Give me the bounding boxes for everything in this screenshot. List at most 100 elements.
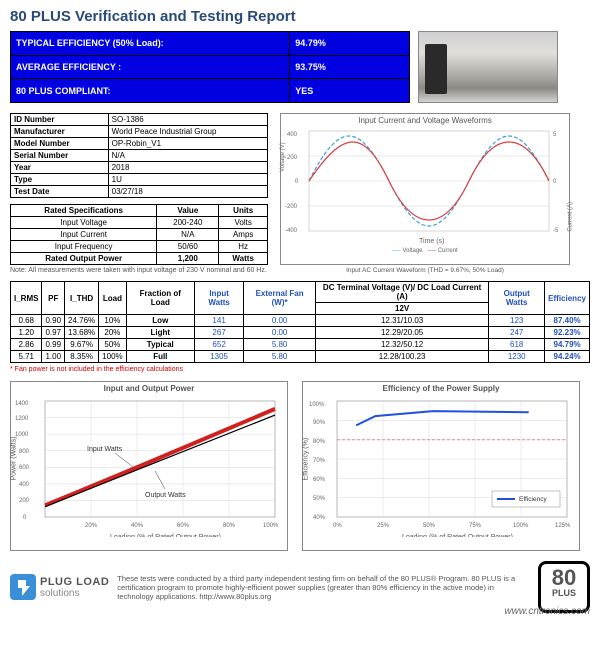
svg-text:60%: 60% (313, 477, 326, 483)
id-v: 2018 (108, 162, 267, 174)
waveform-legend: ── Voltage ── Current (281, 248, 569, 256)
svg-text:-200: -200 (285, 204, 298, 210)
id-k: Serial Number (11, 150, 109, 162)
main-cell: 123 (489, 315, 545, 327)
svg-text:0: 0 (23, 515, 27, 521)
main-cell: 94.79% (545, 339, 590, 351)
spec-c: Amps (219, 229, 268, 241)
watermark: www.cntronics.com (504, 606, 590, 617)
svg-text:200: 200 (19, 498, 30, 504)
svg-text:125%: 125% (555, 523, 571, 529)
waveform-chart: Input Current and Voltage Waveforms 400 … (280, 113, 570, 265)
psu-photo (418, 31, 558, 103)
main-cell: 12.32/50.12 (315, 339, 488, 351)
mh: External Fan (W)* (244, 282, 316, 315)
spec-c: Input Frequency (11, 241, 157, 253)
spec-c: Rated Output Power (11, 253, 157, 265)
svg-text:Time (s): Time (s) (419, 238, 444, 245)
efficiency-chart: Efficiency of the Power Supply 40%50%60%… (302, 381, 580, 551)
svg-text:75%: 75% (469, 523, 482, 529)
svg-text:20%: 20% (85, 523, 98, 529)
main-cell: 8.35% (65, 351, 99, 363)
main-cell: 0.00 (244, 315, 316, 327)
main-cell: 247 (489, 327, 545, 339)
spec-c: Hz (219, 241, 268, 253)
id-k: Year (11, 162, 109, 174)
spec-c: 50/60 (157, 241, 219, 253)
report-title: 80 PLUS Verification and Testing Report (10, 8, 590, 25)
main-cell: Light (126, 327, 194, 339)
main-cell: 20% (99, 327, 126, 339)
main-cell: 0.68 (11, 315, 42, 327)
spec-h: Units (219, 205, 268, 217)
main-cell: 10% (99, 315, 126, 327)
badge-plus: PLUS (541, 589, 587, 598)
main-cell: 92.23% (545, 327, 590, 339)
svg-text:90%: 90% (313, 420, 326, 426)
footer-text: These tests were conducted by a third pa… (117, 574, 530, 601)
svg-text:5: 5 (553, 132, 557, 138)
ylabel-right: Current (A) (568, 202, 574, 232)
eff-label: TYPICAL EFFICIENCY (50% Load): (11, 32, 290, 56)
main-cell: 9.67% (65, 339, 99, 351)
spec-c: 1,200 (157, 253, 219, 265)
badge-80: 80 (541, 567, 587, 589)
main-cell: 24.76% (65, 315, 99, 327)
ylabel-left: Voltage (V) (280, 142, 286, 172)
id-k: Manufacturer (11, 126, 109, 138)
svg-text:Loading (% of Rated Output Pow: Loading (% of Rated Output Power) (110, 534, 221, 537)
id-k: Model Number (11, 138, 109, 150)
svg-text:1400: 1400 (15, 401, 29, 407)
svg-text:60%: 60% (177, 523, 190, 529)
power-svg: Input Watts Output Watts 0200400 6008001… (11, 395, 289, 537)
mh: Efficiency (545, 282, 590, 315)
row-id-and-waveform: ID NumberSO-1386 ManufacturerWorld Peace… (10, 113, 590, 279)
main-cell: 50% (99, 339, 126, 351)
svg-text:1200: 1200 (15, 416, 29, 422)
main-cell: Typical (126, 339, 194, 351)
id-v: World Peace Industrial Group (108, 126, 267, 138)
main-cell: 0.99 (42, 339, 65, 351)
main-cell: 94.24% (545, 351, 590, 363)
main-cell: 652 (194, 339, 243, 351)
logo-l1: PLUG LOAD (40, 576, 109, 588)
main-cell: 87.40% (545, 315, 590, 327)
plugload-icon (10, 574, 36, 600)
svg-text:600: 600 (19, 465, 30, 471)
svg-text:0: 0 (553, 179, 557, 185)
mh: I_THD (65, 282, 99, 315)
chart-title: Efficiency of the Power Supply (303, 382, 579, 395)
ylabel: Efficiency (%) (303, 438, 310, 481)
main-cell: Low (126, 315, 194, 327)
main-cell: 12.28/100.23 (315, 351, 488, 363)
ylabel: Power (Watts) (11, 436, 18, 480)
svg-text:25%: 25% (377, 523, 390, 529)
svg-text:800: 800 (19, 449, 30, 455)
main-cell: 1.00 (42, 351, 65, 363)
svg-text:Loading (% of Rated Output Pow: Loading (% of Rated Output Power) (402, 534, 513, 537)
svg-text:80%: 80% (313, 439, 326, 445)
id-v: SO-1386 (108, 114, 267, 126)
svg-text:40%: 40% (313, 515, 326, 521)
eff-label: 80 PLUS COMPLIANT: (11, 79, 290, 103)
svg-text:40%: 40% (131, 523, 144, 529)
id-v: 03/27/18 (108, 186, 267, 198)
id-v: OP-Robin_V1 (108, 138, 267, 150)
main-cell: 13.68% (65, 327, 99, 339)
id-v: 1U (108, 174, 267, 186)
main-cell: 5.80 (244, 351, 316, 363)
svg-text:0%: 0% (333, 523, 342, 529)
main-cell: Full (126, 351, 194, 363)
main-cell: 618 (489, 339, 545, 351)
svg-text:0: 0 (295, 179, 299, 185)
mh: Fraction of Load (126, 282, 194, 315)
id-k: Type (11, 174, 109, 186)
main-cell: 1.20 (11, 327, 42, 339)
plugload-text: PLUG LOAD solutions (40, 576, 109, 599)
svg-text:80%: 80% (223, 523, 236, 529)
id-k: Test Date (11, 186, 109, 198)
power-chart: Input and Output Power Input Watts Outpu… (10, 381, 288, 551)
svg-text:Input Watts: Input Watts (87, 446, 123, 453)
table-footnote: * Fan power is not included in the effic… (10, 366, 590, 373)
svg-text:100%: 100% (263, 523, 279, 529)
